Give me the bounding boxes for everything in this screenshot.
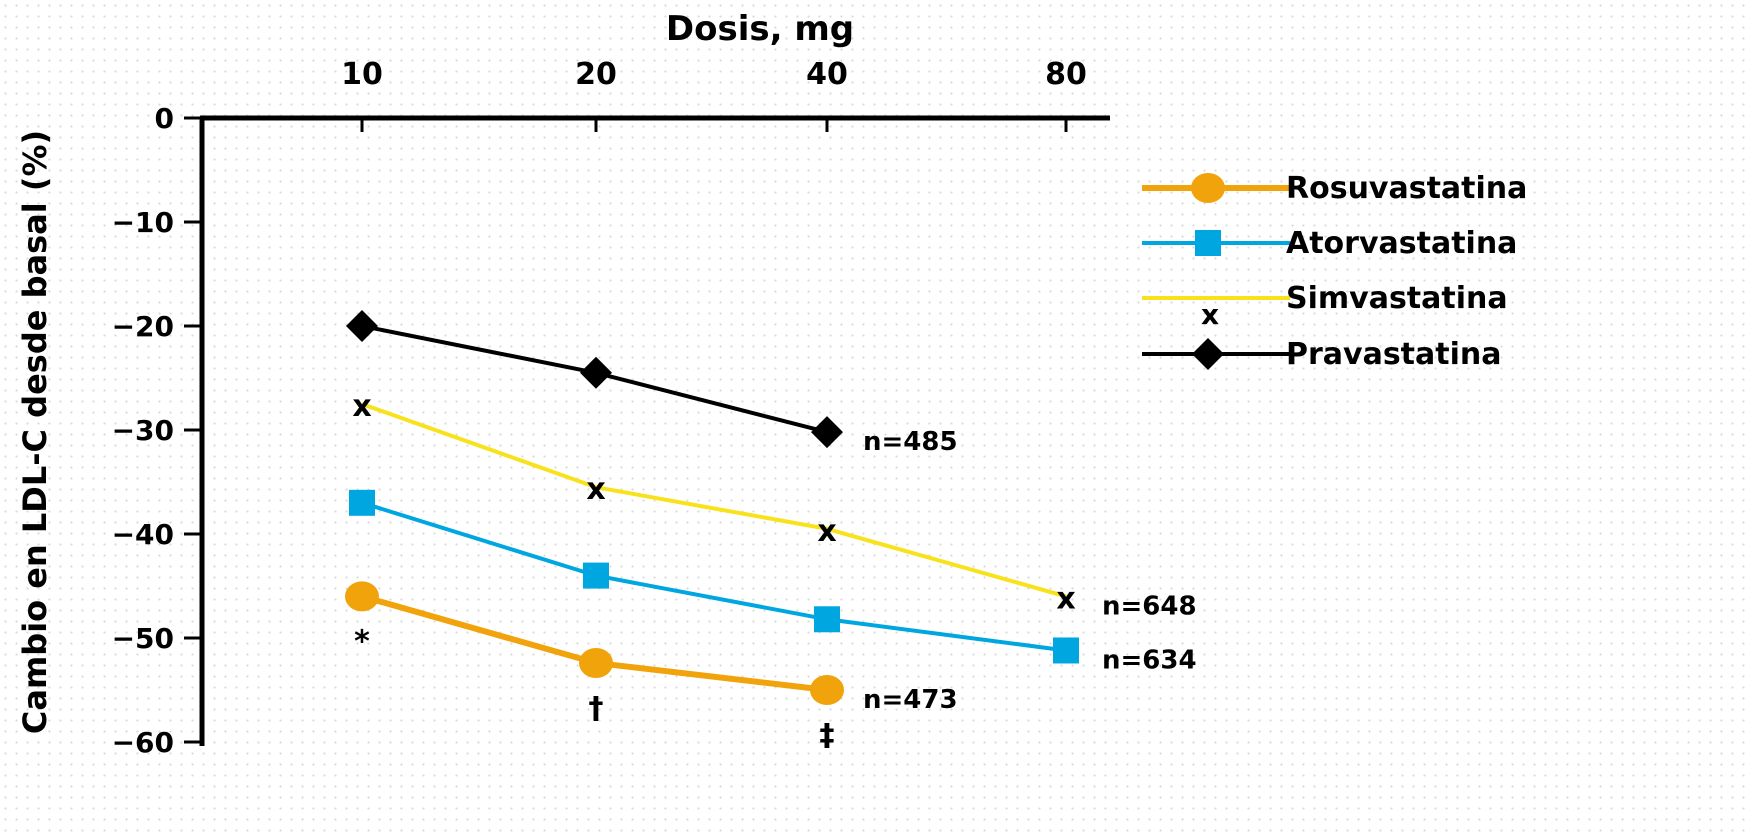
legend-label: Atorvastatina <box>1286 226 1517 261</box>
series-simvastatina: x x x x <box>352 389 1075 616</box>
series-rosuvastatina <box>345 581 844 705</box>
annotation-layer: n=485 n=648 n=634 n=473 * † ‡ <box>354 427 1196 753</box>
legend-item-rosuvastatina: Rosuvastatina <box>1142 171 1527 206</box>
legend-marker <box>1191 173 1225 203</box>
legend-marker: x <box>1201 298 1219 331</box>
y-tick-label: 0 <box>155 102 174 135</box>
series-atorvastatina <box>349 489 1079 664</box>
data-point-simvastatina: x <box>1056 581 1075 616</box>
series-line-atorvastatina <box>361 500 1067 653</box>
x-tick-label: 20 <box>575 57 617 92</box>
x-tick-label: 40 <box>806 57 848 92</box>
data-point-simvastatina: x <box>586 472 605 507</box>
y-tick-label: −30 <box>112 414 174 447</box>
data-point-atorvastatina <box>583 562 609 589</box>
annotation-label: n=485 <box>863 427 958 457</box>
data-point-atorvastatina <box>814 606 840 633</box>
legend: Rosuvastatina Atorvastatina x Simvastatina P… <box>1142 171 1527 372</box>
x-tick-label: 10 <box>341 57 383 92</box>
y-tick-label: −50 <box>112 622 174 655</box>
legend-label: Rosuvastatina <box>1286 171 1527 206</box>
x-axis-title: Dosis, mg <box>666 9 854 49</box>
annotation-label: * <box>354 624 370 659</box>
annotation-label: n=648 <box>1102 591 1197 621</box>
legend-item-atorvastatina: Atorvastatina <box>1142 226 1517 261</box>
annotation-label: † <box>589 691 604 726</box>
data-point-pravastatina <box>580 356 612 389</box>
legend-item-pravastatina: Pravastatina <box>1142 337 1502 372</box>
annotation-label: ‡ <box>820 718 835 753</box>
data-point-atorvastatina <box>349 489 375 516</box>
legend-item-simvastatina: x Simvastatina <box>1142 281 1508 331</box>
y-tick-label: −40 <box>112 518 174 551</box>
legend-label: Pravastatina <box>1286 337 1502 372</box>
y-tick-label: −60 <box>112 726 174 759</box>
legend-marker <box>1195 230 1221 256</box>
data-point-rosuvastatina <box>579 647 613 678</box>
data-point-pravastatina <box>346 310 378 342</box>
series-layer: x x x x <box>345 310 1079 705</box>
annotation-label: n=473 <box>863 685 958 715</box>
y-tick-label: −20 <box>112 310 174 343</box>
y-axis-title: Cambio en LDL-C desde basal (%) <box>16 130 54 734</box>
x-tick-label: 80 <box>1045 57 1087 92</box>
y-tick-label: −10 <box>112 206 174 239</box>
data-point-rosuvastatina <box>810 675 844 705</box>
series-pravastatina <box>346 310 843 449</box>
legend-label: Simvastatina <box>1286 281 1508 316</box>
legend-marker <box>1192 338 1224 370</box>
data-point-rosuvastatina <box>345 581 379 612</box>
data-point-simvastatina: x <box>352 389 371 424</box>
data-point-pravastatina <box>811 416 843 449</box>
series-line-simvastatina <box>361 402 1067 599</box>
annotation-label: n=634 <box>1102 645 1197 675</box>
data-point-atorvastatina <box>1053 637 1079 664</box>
data-point-simvastatina: x <box>817 514 836 549</box>
axes: 0 −10 −20 −30 −40 −50 −60 10 20 40 80 <box>112 57 1110 759</box>
